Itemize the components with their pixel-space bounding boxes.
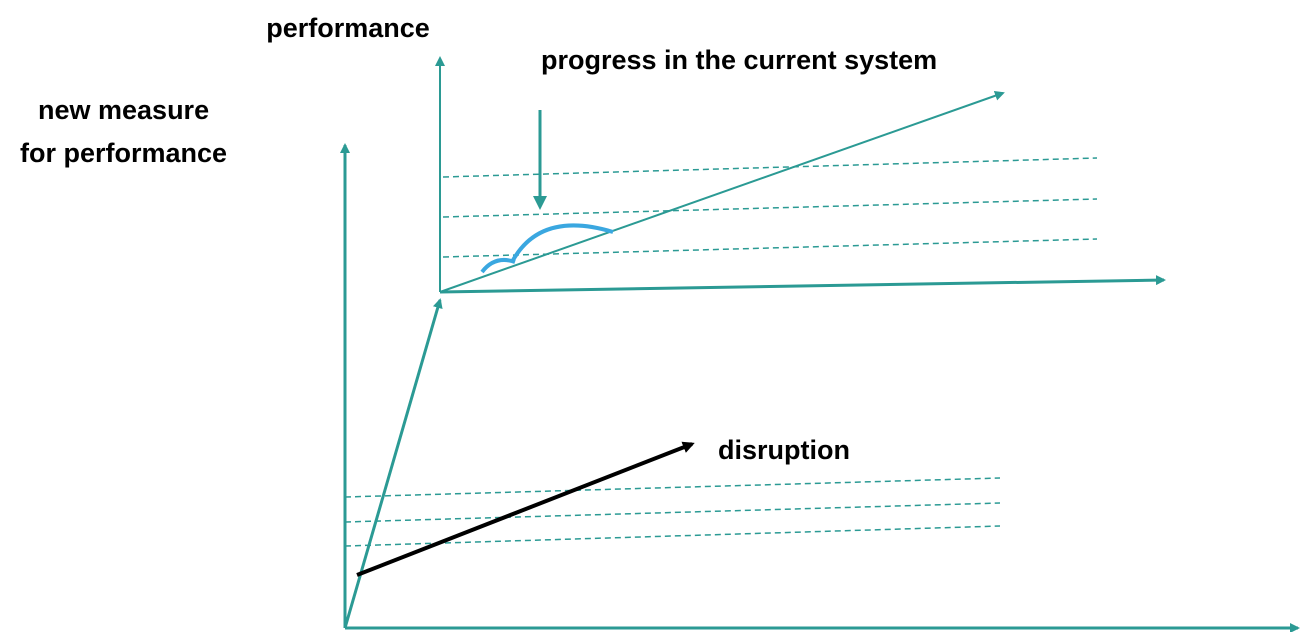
shift-arrow [343,298,443,629]
disruption-arrow [356,441,695,577]
label: disruption [718,435,850,465]
dashed-level [344,477,1001,498]
upper-x-axis [439,275,1166,294]
small-arc [480,258,516,274]
dashed-level [442,157,1098,178]
dashed-level [442,198,1098,218]
dashed-level [344,502,1001,523]
label: for performance [20,138,227,168]
label: performance [266,13,430,43]
label: new measure [38,95,209,125]
large-arc [510,223,614,263]
progress-line [439,90,1005,293]
dashed-level [442,238,1098,258]
label: progress in the current system [541,45,937,75]
